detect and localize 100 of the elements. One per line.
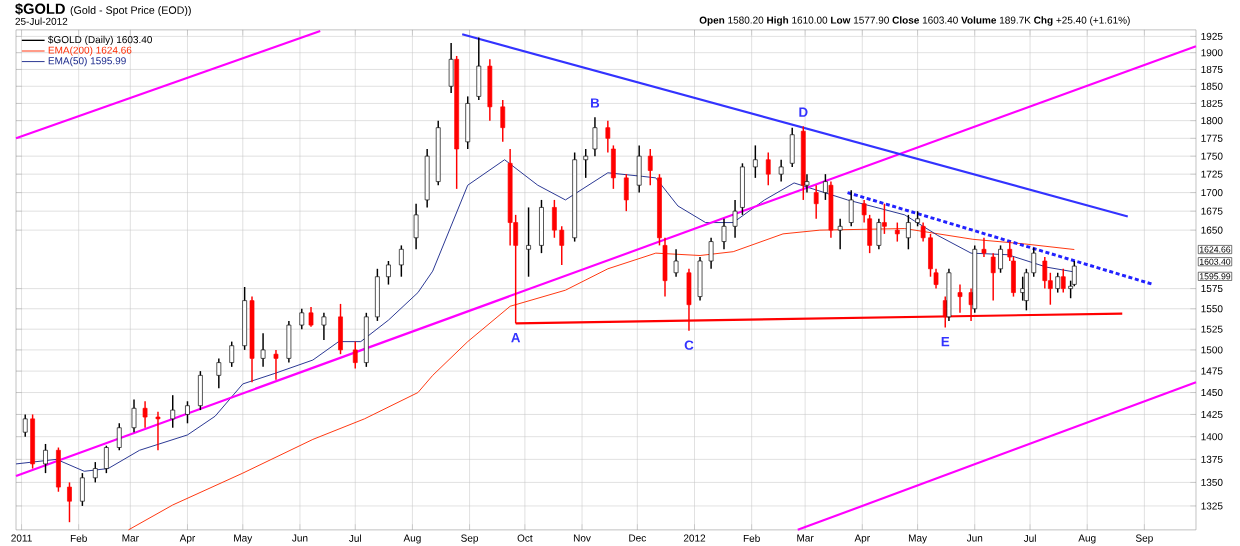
x-tick-label: Mar <box>797 534 814 542</box>
candlestick <box>67 481 72 523</box>
candlestick <box>131 398 137 433</box>
y-tick-label: 1875 <box>1201 65 1223 74</box>
y-tick-label: 1525 <box>1201 325 1223 333</box>
annotation: E <box>941 337 950 347</box>
candlestick <box>142 400 148 429</box>
candlestick <box>882 202 887 235</box>
candlestick <box>765 151 771 186</box>
y-tick-label: 1350 <box>1201 478 1223 486</box>
annotation: B <box>591 98 600 108</box>
x-tick-label: Aug <box>1078 534 1096 544</box>
x-tick-label: Jul <box>1023 534 1036 542</box>
x-tick-label: May <box>234 534 253 544</box>
candlestick <box>103 444 109 474</box>
y-tick-label: 1775 <box>1201 134 1223 142</box>
candlestick <box>623 173 629 212</box>
candlestick <box>933 268 939 290</box>
candlestick <box>861 199 867 224</box>
candlestick <box>398 244 404 278</box>
x-tick-label: Sep <box>461 534 479 544</box>
x-tick-label: Apr <box>179 534 196 544</box>
x-tick-label: Feb <box>70 534 87 542</box>
text: 1595.99 <box>1200 273 1231 280</box>
candlestick <box>170 394 176 429</box>
y-tick-label: 1825 <box>1201 99 1223 107</box>
y-tick-label: 1700 <box>1201 189 1223 197</box>
candlestick <box>185 400 190 425</box>
line-series <box>15 159 1075 472</box>
y-tick-label: 1575 <box>1201 285 1223 293</box>
y-tick-label: 1925 <box>1201 32 1223 40</box>
annotation: D <box>799 107 808 117</box>
y-tick-label: 1325 <box>1201 502 1223 510</box>
text: 25-Jul-2012 <box>15 17 68 25</box>
candlestick <box>22 413 28 438</box>
candlestick <box>920 221 926 243</box>
candlestick <box>413 202 419 251</box>
y-tick-label: 1675 <box>1201 207 1223 215</box>
candlestick <box>906 214 911 251</box>
candlestick <box>778 159 784 183</box>
candlestick <box>957 283 963 314</box>
x-tick-label: May <box>908 534 928 544</box>
y-tick-label: 1900 <box>1201 49 1223 57</box>
candlestick <box>848 189 854 228</box>
candlestick <box>823 173 828 201</box>
candlestick <box>155 411 161 452</box>
text: Open 1580.20 High 1610.00 Low 1577.90 Close 1603.40 Volume 189.7K Chg +25.40 (+1.61%) <box>699 16 1130 26</box>
x-tick-label: Apr <box>854 534 870 544</box>
candlestick <box>552 199 557 239</box>
x-tick-label: Dec <box>629 534 646 542</box>
x-tick-label: Jun <box>966 534 983 542</box>
y-tick-label: 1750 <box>1201 152 1223 160</box>
x-tick-label: Mar <box>122 534 139 542</box>
candlestick <box>981 237 987 258</box>
y-tick-label: 1475 <box>1201 367 1223 375</box>
candlestick <box>308 306 314 328</box>
candlestick <box>260 332 266 368</box>
candlestick <box>43 443 48 474</box>
candlestick <box>1031 247 1037 278</box>
y-tick-label: 1850 <box>1201 82 1223 90</box>
candlestick <box>804 173 810 194</box>
candlestick <box>673 248 679 278</box>
x-tick-label: Jun <box>292 534 308 542</box>
y-tick-label: 1375 <box>1201 455 1223 463</box>
candlestick <box>894 221 900 243</box>
candlestick <box>321 312 327 341</box>
x-tick-label: Jul <box>349 534 361 542</box>
chart-title: $GOLD <box>15 2 65 15</box>
candlestick <box>813 184 819 220</box>
y-tick-label: 1450 <box>1201 389 1223 397</box>
y-tick-label: 1425 <box>1201 410 1223 418</box>
candlestick <box>500 99 506 143</box>
text: 1603.40 <box>1200 258 1231 265</box>
y-tick-label: 1500 <box>1201 346 1223 354</box>
y-tick-label: 1650 <box>1201 226 1223 234</box>
annotation: A <box>511 332 521 343</box>
y-tick-label: 1400 <box>1201 433 1223 441</box>
chart-subtitle: (Gold - Spot Price (EOD)) <box>70 6 191 17</box>
candlestick <box>352 340 358 370</box>
y-tick-label: 1725 <box>1201 170 1223 178</box>
legend-label: $GOLD (Daily) 1603.40 <box>48 35 152 46</box>
x-tick-label: 2011 <box>11 534 32 542</box>
x-tick-label: Feb <box>743 534 760 542</box>
candlestick <box>998 244 1003 274</box>
x-tick-label: Sep <box>1135 534 1153 544</box>
candlestick <box>732 199 738 239</box>
x-tick-label: Oct <box>517 534 533 542</box>
legend-label: EMA(50) 1595.99 <box>48 56 126 67</box>
candlestick <box>837 218 843 251</box>
y-tick-label: 1800 <box>1201 117 1223 125</box>
candlestick <box>1060 268 1066 294</box>
y-tick-label: 1550 <box>1201 305 1223 313</box>
candlestick <box>990 252 996 302</box>
candlestick <box>592 116 598 157</box>
annotation: C <box>684 340 694 350</box>
candlestick <box>299 308 305 330</box>
candlestick <box>721 218 727 251</box>
x-tick-label: 2012 <box>683 534 706 542</box>
candlestick <box>647 148 653 186</box>
text: 1624.66 <box>1200 246 1231 253</box>
